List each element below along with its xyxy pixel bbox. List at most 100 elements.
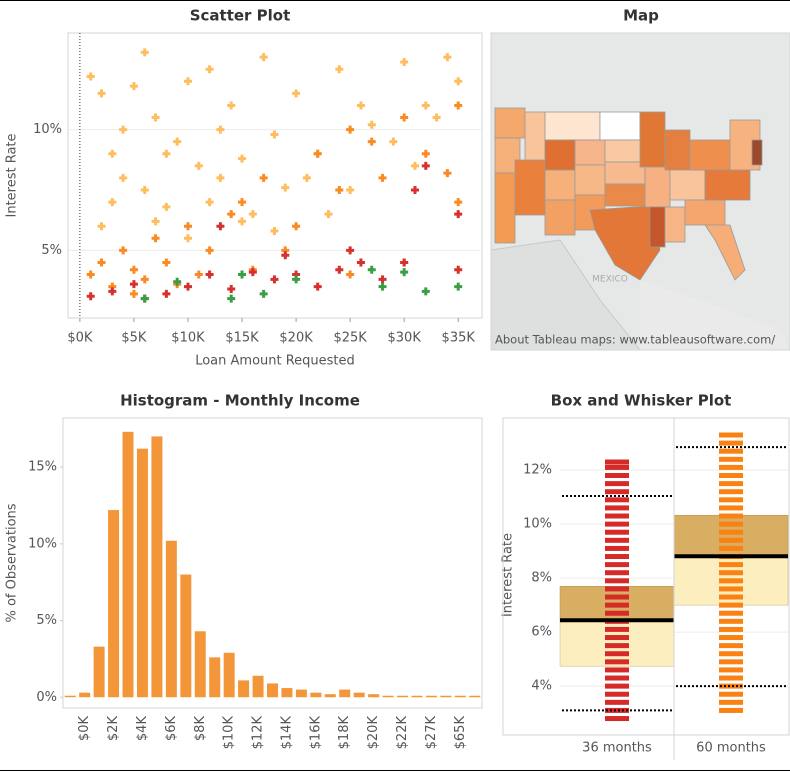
bar xyxy=(165,540,177,698)
y-tick-label: 10% xyxy=(523,517,552,532)
box-point xyxy=(719,481,743,487)
box-point xyxy=(605,716,629,722)
scatter-point xyxy=(421,101,430,110)
bar xyxy=(252,675,264,698)
scatter-point xyxy=(454,210,463,219)
x-tick-label: $4K xyxy=(135,716,150,742)
box-point xyxy=(719,707,743,713)
x-tick-label: $10K xyxy=(222,716,237,750)
box-point xyxy=(719,529,743,535)
scatter-point xyxy=(86,72,95,81)
scatter-point xyxy=(183,77,192,86)
scatter-point xyxy=(421,161,430,170)
scatter-point xyxy=(140,48,149,57)
box-point xyxy=(605,667,629,673)
x-tick-label: 60 months xyxy=(696,741,766,756)
scatter-point xyxy=(140,294,149,303)
map-credit: About Tableau maps: www.tableausoftware.… xyxy=(495,333,775,347)
bar xyxy=(108,510,120,698)
box-point xyxy=(719,473,743,479)
box-point xyxy=(605,594,629,600)
box-point xyxy=(605,513,629,519)
bar xyxy=(267,683,278,698)
scatter-point xyxy=(410,161,419,170)
scatter-point xyxy=(454,282,463,291)
scatter-point xyxy=(129,82,138,91)
scatter-point xyxy=(238,154,247,163)
box-point xyxy=(719,489,743,495)
y-tick-label: 5% xyxy=(36,613,57,628)
scatter-point xyxy=(140,275,149,284)
scatter-point xyxy=(162,289,171,298)
box-point xyxy=(605,497,629,503)
bar xyxy=(411,695,423,698)
scatter-point xyxy=(454,198,463,207)
scatter-point xyxy=(400,258,409,267)
x-tick-label: $20K xyxy=(279,331,313,346)
box-point xyxy=(605,602,629,608)
scatter-point xyxy=(183,282,192,291)
box-point xyxy=(719,618,743,624)
scatter-point xyxy=(119,246,128,255)
scatter-point xyxy=(162,202,171,211)
bar xyxy=(324,694,336,698)
bar xyxy=(440,695,452,698)
scatter-point xyxy=(270,227,279,236)
bar xyxy=(194,631,206,698)
box-point xyxy=(719,667,743,673)
scatter-point xyxy=(216,222,225,231)
scatter-point xyxy=(324,210,333,219)
scatter-point xyxy=(108,198,117,207)
x-tick-label: $6K xyxy=(164,716,179,742)
box-point xyxy=(719,440,743,446)
scatter-point xyxy=(216,125,225,134)
y-tick-label: 4% xyxy=(531,679,552,694)
box-point xyxy=(605,659,629,665)
box-point xyxy=(605,635,629,641)
y-tick-label: 10% xyxy=(33,122,62,137)
box-point xyxy=(719,610,743,616)
y-tick-label: 12% xyxy=(523,463,552,478)
bar xyxy=(151,436,163,698)
box-point xyxy=(605,699,629,705)
x-tick-label: $14K xyxy=(279,716,294,750)
bar xyxy=(122,431,134,698)
scatter-point xyxy=(227,210,236,219)
scatter-point xyxy=(205,198,214,207)
y-tick-label: 10% xyxy=(28,536,57,551)
x-tick-label: $15K xyxy=(225,331,259,346)
scatter-point xyxy=(443,169,452,178)
scatter-point xyxy=(454,101,463,110)
scatter-point xyxy=(378,282,387,291)
box-point xyxy=(719,659,743,665)
y-tick-label: 6% xyxy=(531,625,552,640)
scatter-point xyxy=(421,149,430,158)
box-point xyxy=(605,626,629,632)
y-axis-label: Interest Rate xyxy=(501,533,516,617)
box-point xyxy=(605,464,629,470)
box-point xyxy=(605,481,629,487)
scatter-point xyxy=(378,275,387,284)
scatter-point xyxy=(432,113,441,122)
scatter-point xyxy=(194,161,203,170)
scatter-point xyxy=(302,173,311,182)
scatter-point xyxy=(205,246,214,255)
scatter-point xyxy=(259,289,268,298)
scatter-point xyxy=(227,285,236,294)
box-point xyxy=(719,691,743,697)
scatter-point xyxy=(248,268,257,277)
chart-title: Scatter Plot xyxy=(190,7,291,25)
box-point xyxy=(719,675,743,681)
box-point xyxy=(605,707,629,713)
x-tick-label: $35K xyxy=(442,331,476,346)
scatter-point xyxy=(313,282,322,291)
scatter-point xyxy=(248,210,257,219)
scatter-point xyxy=(108,149,117,158)
scatter-point xyxy=(140,185,149,194)
box-point xyxy=(605,586,629,592)
scatter-point xyxy=(119,173,128,182)
scatter-point xyxy=(292,222,301,231)
scatter-point xyxy=(270,275,279,284)
box-point xyxy=(719,643,743,649)
